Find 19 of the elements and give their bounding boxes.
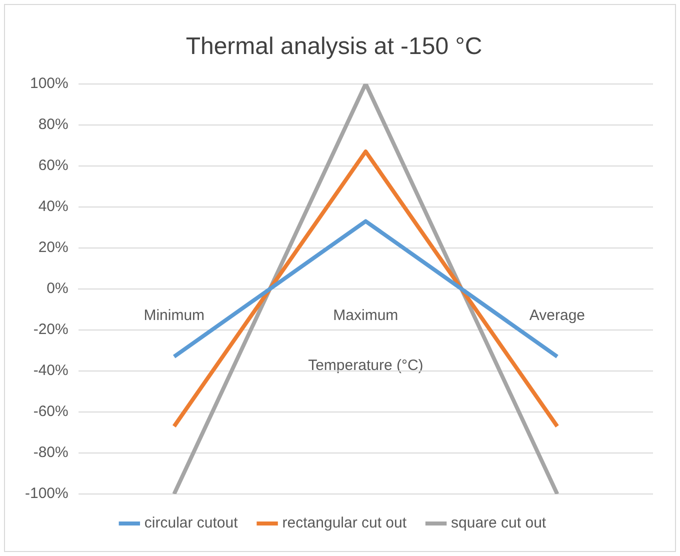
y-tick-label: -20% (33, 321, 68, 338)
x-tick-label: Maximum (333, 307, 398, 324)
x-tick-label: Minimum (144, 307, 205, 324)
y-tick-label: 0% (46, 280, 68, 298)
x-axis-title: Temperature (°C) (308, 357, 424, 374)
legend-label: square cut out (451, 514, 547, 532)
y-tick-label: -60% (33, 403, 68, 420)
chart-title: Thermal analysis at -150 °C (186, 33, 482, 60)
y-tick-label: -80% (33, 444, 68, 462)
legend-label: rectangular cut out (282, 514, 408, 532)
y-tick-label: 60% (38, 156, 68, 174)
y-tick-label: -100% (25, 485, 68, 502)
y-tick-label: 100% (30, 74, 68, 92)
y-tick-label: 80% (38, 116, 68, 133)
x-tick-label: Average (529, 307, 586, 324)
y-tick-label: -40% (33, 362, 68, 380)
legend-label: circular cutout (144, 514, 239, 532)
y-tick-label: 40% (38, 198, 68, 215)
y-tick-label: 20% (38, 239, 68, 256)
